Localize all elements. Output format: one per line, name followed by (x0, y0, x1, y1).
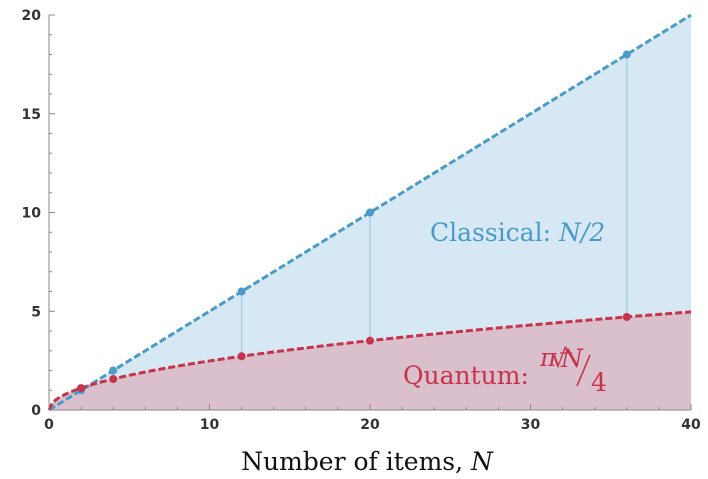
x-tick-label: 30 (521, 417, 541, 433)
y-tick-label: 5 (31, 304, 41, 320)
classical-data-point (366, 208, 374, 217)
x-tick-label: 0 (44, 417, 54, 433)
x-axis-label-text: Number of items, (241, 447, 463, 476)
quantum-label-sqrt-arg: N (560, 344, 584, 373)
quantum-label-sqrt-sign: √ (551, 344, 567, 373)
x-axis-label-var: N (470, 447, 494, 476)
classical-data-point (622, 50, 631, 59)
classical-data-point (109, 366, 118, 375)
quantum-data-point (77, 384, 86, 393)
quantum-label-fraction-slash (576, 354, 591, 387)
classical-label-formula: N/2 (558, 218, 605, 247)
quantum-label: Quantum: π √ N 4 (403, 343, 607, 397)
classical-label: Classical: N/2 (430, 218, 605, 247)
x-tick-label: 10 (200, 417, 220, 433)
quantum-label-denominator: 4 (591, 368, 607, 397)
quantum-data-point (622, 312, 631, 321)
quantum-data-point (109, 374, 118, 383)
y-tick-label: 20 (22, 8, 42, 24)
x-axis-label: Number of items, N (241, 447, 494, 476)
chart-points (77, 50, 631, 395)
x-tick-label: 20 (360, 417, 380, 433)
classical-label-text: Classical: (430, 218, 559, 247)
quantum-label-text: Quantum: (403, 361, 529, 390)
classical-data-point (237, 287, 246, 296)
y-tick-label: 15 (22, 107, 41, 123)
quantum-data-point (237, 352, 246, 361)
quantum-fill-area (49, 311, 691, 410)
x-tick-label: 40 (681, 417, 701, 433)
quantum-label-pi: π (539, 343, 557, 372)
y-tick-label: 0 (31, 403, 41, 419)
y-tick-label: 10 (22, 206, 42, 222)
chart-axes: 0 10 20 30 40 0 5 10 15 20 (22, 8, 701, 433)
quantum-data-point (366, 336, 374, 345)
